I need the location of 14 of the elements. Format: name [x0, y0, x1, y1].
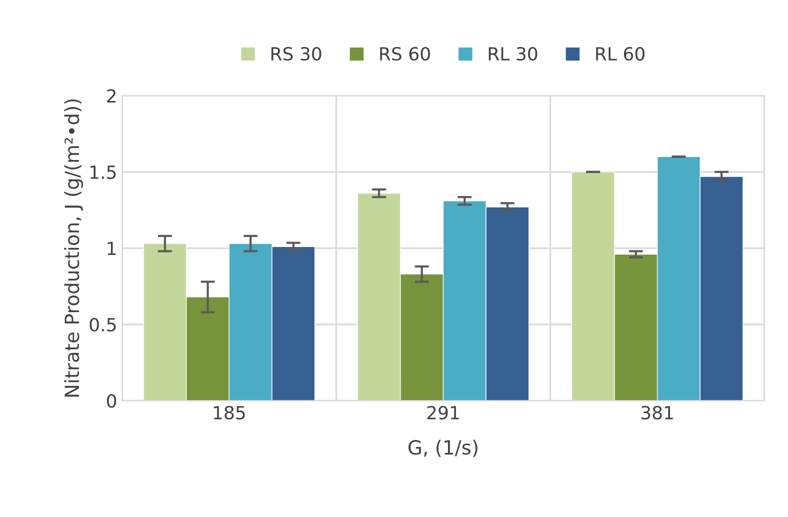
- x-tick-label: 185: [214, 406, 245, 420]
- y-tick-label: 1.5: [90, 166, 116, 180]
- x-tick-label: 291: [427, 406, 459, 420]
- legend-label: RS 60: [380, 46, 430, 61]
- y-tick-label: 2: [107, 89, 116, 103]
- y-axis-title: Nitrate Production, J (g/(m²•d)): [64, 99, 84, 397]
- x-tick-label: 381: [641, 406, 673, 420]
- x-axis-title: G, (1/s): [408, 440, 478, 458]
- y-tick-label: 1: [108, 242, 116, 256]
- y-tick-label: 0: [106, 394, 116, 408]
- legend-label: RL 30: [488, 46, 538, 61]
- legend-label: RS 30: [271, 46, 322, 61]
- y-tick-label: 0.5: [90, 318, 116, 332]
- legend-label: RL 60: [596, 46, 644, 61]
